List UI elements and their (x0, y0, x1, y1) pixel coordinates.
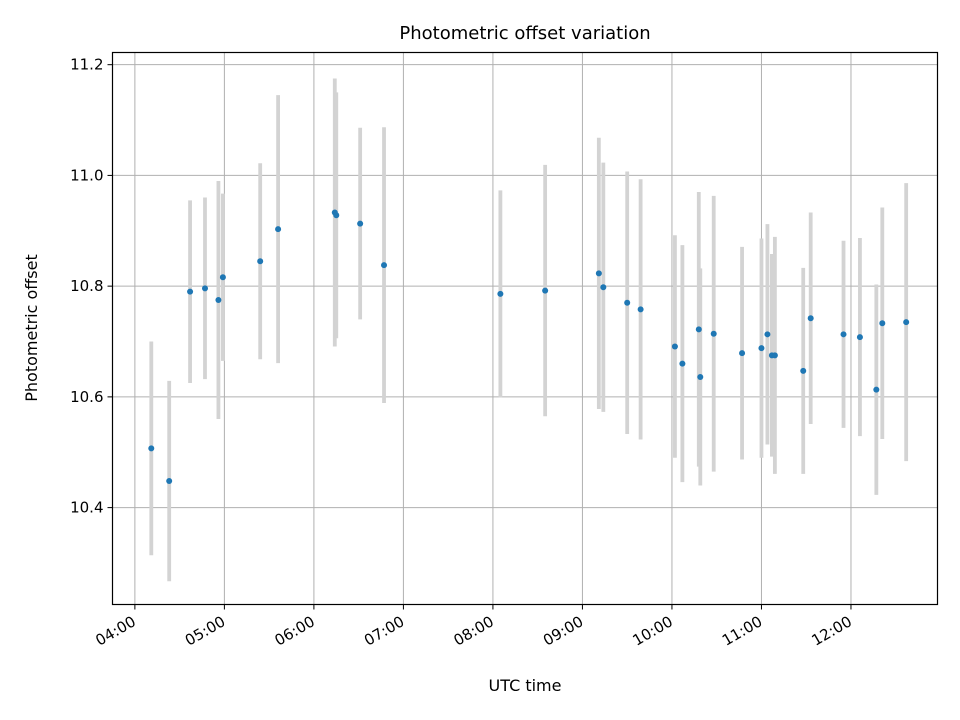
y-axis: 10.4 10.6 10.8 11.0 11.2 (70, 56, 113, 517)
data-points (148, 209, 910, 485)
data-point (840, 331, 847, 338)
data-point (275, 226, 282, 233)
data-point (542, 287, 549, 294)
grid (112, 52, 938, 605)
data-point (679, 360, 686, 367)
data-point (201, 285, 208, 292)
data-point (856, 334, 863, 341)
y-tick-label: 11.2 (70, 56, 103, 74)
data-point (873, 386, 880, 393)
y-tick-label: 10.8 (70, 277, 103, 295)
chart-title: Photometric offset variation (399, 23, 650, 44)
data-point (771, 352, 778, 359)
data-point (764, 331, 771, 338)
data-point (357, 220, 364, 227)
data-point (903, 319, 910, 326)
data-point (800, 367, 807, 374)
data-point (695, 326, 702, 333)
data-point (148, 445, 155, 452)
data-point (879, 320, 886, 327)
data-point (381, 262, 388, 269)
data-point (671, 343, 678, 350)
y-tick-label: 11.0 (70, 166, 103, 184)
data-point (807, 315, 814, 322)
data-point (187, 288, 194, 295)
data-point (166, 478, 173, 485)
data-point (758, 345, 765, 352)
data-point (637, 306, 644, 313)
data-point (624, 299, 631, 306)
data-point (697, 373, 704, 380)
data-point (595, 270, 602, 277)
data-point (219, 274, 226, 281)
y-tick-label: 10.6 (70, 388, 103, 406)
y-tick-label: 10.4 (70, 499, 103, 517)
data-point (497, 290, 504, 297)
data-point (600, 284, 607, 291)
y-axis-label: Photometric offset (22, 254, 41, 402)
data-point (333, 212, 340, 219)
data-point (739, 350, 746, 357)
x-axis-label: UTC time (489, 676, 562, 695)
plot-area-frame (111, 51, 939, 606)
data-point (215, 296, 222, 303)
data-point (257, 258, 264, 265)
data-point (710, 330, 717, 337)
